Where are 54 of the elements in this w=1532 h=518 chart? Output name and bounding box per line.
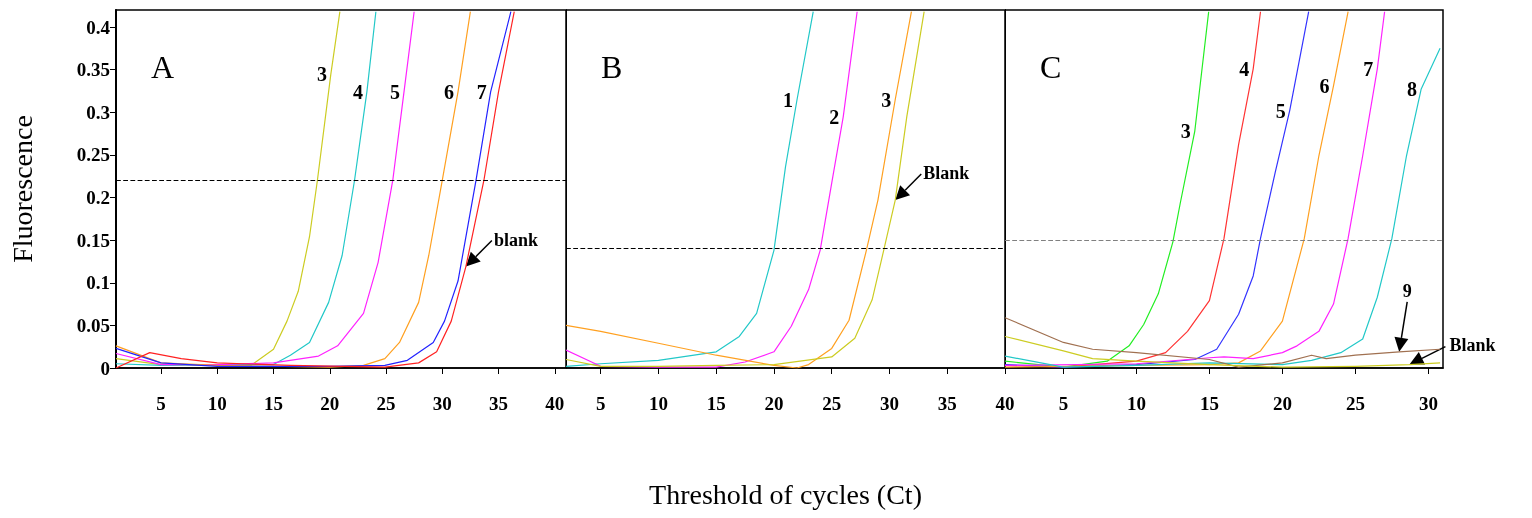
x-tick-label: 10 — [648, 393, 668, 414]
x-tick-label: 25 — [376, 393, 396, 414]
series-label: 5 — [1275, 99, 1286, 122]
y-tick-label: 0.1 — [86, 272, 110, 294]
x-tick-label: 15 — [264, 393, 283, 414]
text: C — [1040, 49, 1062, 85]
series-label: 3 — [316, 62, 327, 85]
series-label: 6 — [444, 80, 454, 103]
text: B — [601, 49, 623, 85]
x-tick-label: 20 — [764, 393, 784, 414]
x-tick-label: 35 — [937, 393, 957, 414]
series-label: 3 — [881, 88, 892, 111]
annotation: Blank — [923, 163, 970, 184]
x-axis-title: Threshold of cycles (Ct) — [649, 478, 922, 510]
annotation: 9 — [1402, 280, 1412, 301]
series-label: 7 — [476, 80, 487, 103]
series-label: 2 — [829, 105, 840, 128]
annotation: Blank — [1449, 334, 1496, 355]
x-tick-label: 35 — [489, 393, 508, 414]
y-tick-label: 0.05 — [76, 314, 110, 336]
text: A — [151, 49, 175, 85]
x-tick-label: 40 — [545, 393, 565, 414]
series-label: 7 — [1363, 57, 1374, 80]
x-tick-label: 30 — [1418, 393, 1438, 414]
x-tick-label: 30 — [432, 393, 452, 414]
y-tick-label: 0.15 — [76, 229, 110, 251]
y-tick-label: 0 — [100, 357, 110, 379]
y-tick-label: 0.35 — [76, 59, 110, 81]
x-tick-label: 25 — [822, 393, 842, 414]
series-label: 4 — [352, 80, 363, 103]
x-tick-label: 15 — [706, 393, 726, 414]
y-tick-label: 0.25 — [76, 144, 110, 166]
x-tick-label: 5 — [156, 393, 166, 414]
x-tick-label: 5 — [595, 393, 606, 414]
y-axis-title: Fluorescence — [6, 115, 38, 263]
y-tick-label: 0.4 — [86, 16, 111, 38]
series-label: 6 — [1319, 74, 1330, 97]
x-tick-label: 40 — [995, 393, 1015, 414]
x-tick-label: 5 — [1058, 393, 1069, 414]
x-tick-label: 10 — [1126, 393, 1146, 414]
x-tick-label: 20 — [1272, 393, 1292, 414]
series-label: 3 — [1180, 120, 1191, 143]
series-label: 5 — [390, 80, 400, 103]
y-tick-label: 0.3 — [86, 101, 110, 123]
series-label: 4 — [1239, 57, 1250, 80]
x-tick-label: 30 — [879, 393, 899, 414]
x-tick-label: 15 — [1199, 393, 1219, 414]
x-tick-label: 20 — [320, 393, 340, 414]
series-label: 8 — [1407, 78, 1418, 101]
x-tick-label: 10 — [207, 393, 227, 414]
annotation: blank — [493, 229, 538, 250]
x-tick-label: 25 — [1345, 393, 1365, 414]
series-label: 1 — [783, 88, 794, 111]
y-tick-label: 0.2 — [86, 187, 110, 209]
